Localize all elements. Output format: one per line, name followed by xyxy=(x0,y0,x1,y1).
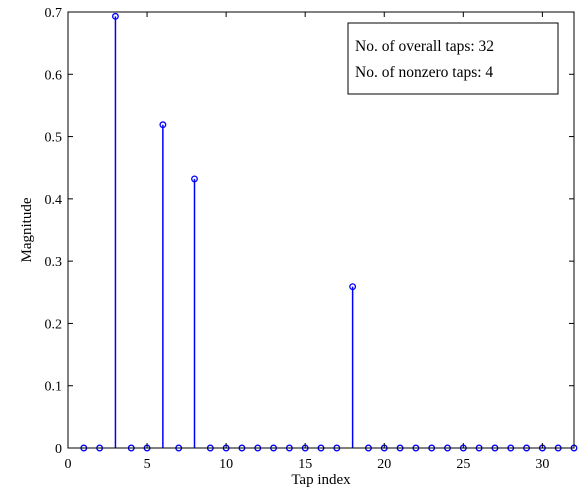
stem-marker-8 xyxy=(191,175,198,183)
x-tick-label: 10 xyxy=(219,457,233,472)
x-tick-label: 15 xyxy=(298,457,312,472)
y-tick-label: 0.6 xyxy=(45,68,63,83)
annotation-line-1: No. of overall taps: 32 xyxy=(355,38,494,55)
annotation-box: No. of overall taps: 32 No. of nonzero t… xyxy=(347,22,559,95)
y-axis: 0 0.1 0.2 0.3 0.4 0.5 0.6 0.7 xyxy=(45,6,574,457)
x-tick-label: 25 xyxy=(456,457,470,472)
plot-frame xyxy=(67,11,575,449)
x-tick-label: 5 xyxy=(144,457,151,472)
annotation-line-2: No. of nonzero taps: 4 xyxy=(355,64,493,81)
x-tick-label: 0 xyxy=(65,457,72,472)
x-axis: 0 5 10 15 20 25 30 xyxy=(65,12,549,472)
annotation-frame xyxy=(347,22,559,95)
y-tick-label: 0 xyxy=(55,442,62,457)
stem-marker-6 xyxy=(159,121,167,129)
x-axis-label: Tap index xyxy=(291,472,351,488)
y-tick-label: 0.5 xyxy=(45,131,63,146)
stem-marker-18 xyxy=(349,283,357,291)
y-tick-label: 0.7 xyxy=(45,6,63,21)
y-tick-label: 0.1 xyxy=(45,380,63,395)
y-axis-label: Magnitude xyxy=(19,197,35,262)
y-tick-label: 0.3 xyxy=(45,255,63,270)
x-tick-label: 30 xyxy=(535,457,549,472)
x-tick-label: 20 xyxy=(377,457,391,472)
y-tick-label: 0.4 xyxy=(45,193,63,208)
y-tick-label: 0.2 xyxy=(45,317,63,332)
stem-marker-3 xyxy=(111,12,119,20)
